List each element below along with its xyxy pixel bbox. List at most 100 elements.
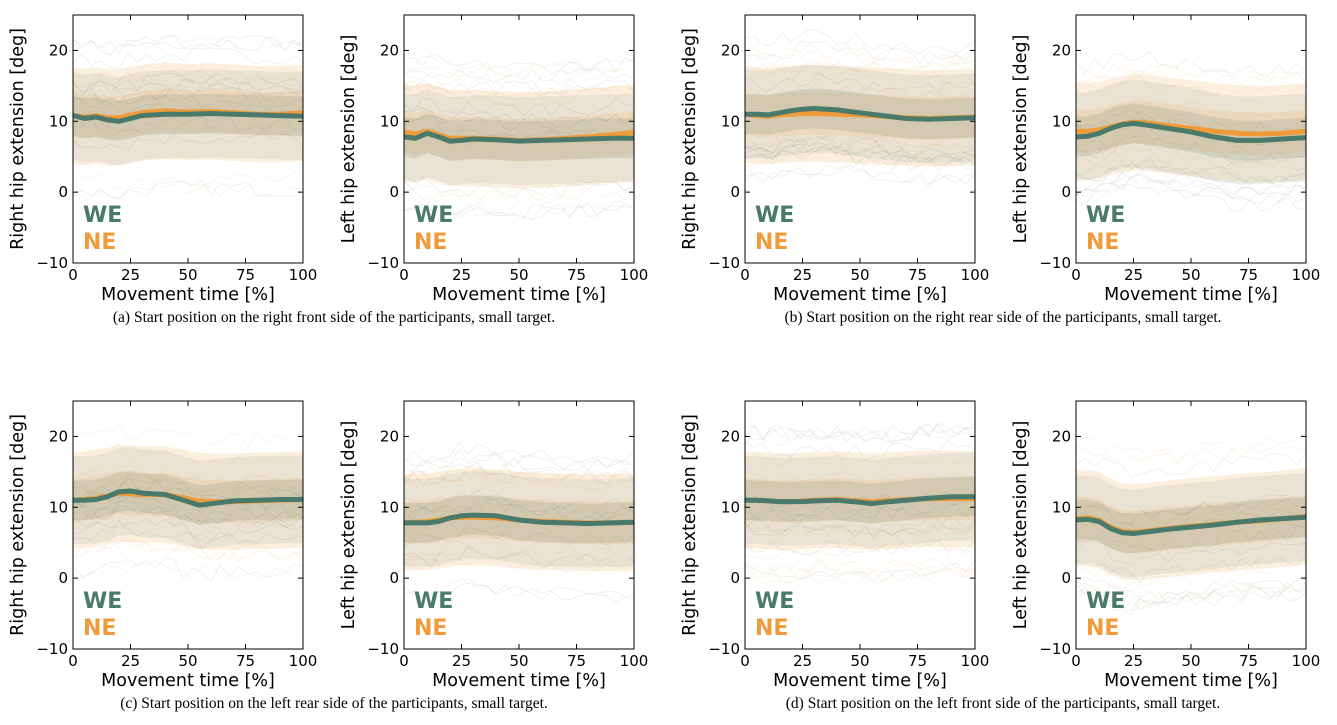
y-tick-label: 10 (380, 498, 399, 516)
trial-trace (404, 82, 634, 102)
legend-we: WE (414, 203, 453, 228)
x-tick-label: 75 (567, 266, 586, 284)
trial-trace (745, 147, 975, 171)
trial-trace (73, 557, 303, 582)
trial-trace (1076, 74, 1306, 99)
trial-trace (1076, 498, 1306, 525)
trial-trace (745, 453, 975, 472)
x-tick-label: 100 (1292, 266, 1321, 284)
trial-trace (745, 519, 975, 536)
trial-trace (745, 137, 975, 157)
y-tick-label: 20 (721, 41, 740, 59)
y-tick-label: 10 (49, 112, 68, 130)
y-axis-label: Right hip extension [deg] (680, 414, 700, 636)
y-tick-label: 20 (380, 41, 399, 59)
trial-trace (404, 53, 634, 75)
x-tick-label: 25 (1124, 652, 1143, 670)
x-tick-label: 50 (178, 266, 197, 284)
trial-trace (73, 442, 303, 467)
trial-trace (73, 540, 303, 563)
x-axis-label: Movement time [%] (773, 671, 947, 691)
plot-area (73, 33, 303, 200)
legend-ne: NE (414, 616, 447, 641)
trial-trace (73, 75, 303, 96)
y-axis-label: Left hip extension [deg] (339, 35, 359, 244)
trial-trace (73, 506, 303, 525)
trial-trace (1076, 62, 1306, 86)
trial-trace (404, 448, 634, 472)
we-outer-band (73, 69, 303, 166)
x-axis-label: Movement time [%] (432, 671, 606, 691)
y-tick-label: 20 (1052, 427, 1071, 445)
trial-trace (404, 197, 634, 220)
trial-trace (73, 84, 303, 104)
trial-trace (404, 68, 634, 91)
legend-we: WE (1086, 203, 1125, 228)
trial-trace (1076, 184, 1306, 212)
we-outer-band (404, 89, 634, 186)
we-mean-line (73, 488, 303, 508)
trial-trace (745, 472, 975, 487)
trial-trace (73, 506, 303, 534)
trial-trace (404, 577, 634, 598)
plot-area (745, 422, 975, 585)
x-tick-label: 100 (961, 266, 990, 284)
y-tick-label: 0 (1061, 569, 1071, 587)
trial-trace (1076, 517, 1306, 544)
trial-trace (404, 97, 634, 117)
we-mean-line (73, 111, 303, 124)
trial-trace (1076, 166, 1306, 196)
y-axis-label: Right hip extension [deg] (8, 414, 28, 636)
trial-trace (1076, 539, 1306, 566)
trial-trace (1076, 156, 1306, 184)
trial-trace (1076, 501, 1306, 528)
trial-trace (73, 477, 303, 500)
y-tick-label: 20 (49, 427, 68, 445)
trial-trace (404, 467, 634, 487)
trial-trace (1076, 96, 1306, 122)
trial-trace (745, 423, 975, 444)
x-axis-label: Movement time [%] (1104, 285, 1278, 305)
trial-trace (745, 515, 975, 538)
trial-trace (1076, 140, 1306, 166)
x-tick-label: 100 (961, 652, 990, 670)
legend-we: WE (83, 203, 122, 228)
trial-trace (404, 469, 634, 491)
y-tick-label: 10 (49, 498, 68, 516)
trial-trace (73, 183, 303, 200)
legend-ne: NE (755, 230, 788, 255)
y-tick-label: −10 (708, 640, 740, 658)
trial-trace (73, 171, 303, 190)
x-tick-label: 75 (908, 266, 927, 284)
y-tick-label: 20 (1052, 41, 1071, 59)
trial-trace (1076, 525, 1306, 554)
trial-trace (404, 489, 634, 513)
x-tick-label: 50 (1181, 652, 1200, 670)
trial-trace (1076, 171, 1306, 200)
trial-trace (404, 582, 634, 604)
x-tick-label: 100 (289, 266, 318, 284)
trial-trace (73, 72, 303, 94)
trial-trace (1076, 444, 1306, 464)
trial-trace (745, 50, 975, 69)
caption-c: (c) Start position on the left rear side… (120, 695, 548, 712)
trial-trace (1076, 175, 1306, 201)
y-tick-label: 10 (1052, 112, 1071, 130)
trial-trace (404, 465, 634, 484)
trial-trace (745, 557, 975, 574)
legend-ne: NE (1086, 230, 1119, 255)
trial-trace (745, 562, 975, 582)
x-tick-label: 100 (620, 652, 649, 670)
x-tick-label: 75 (236, 266, 255, 284)
plot-area (1076, 50, 1306, 212)
trial-trace (73, 48, 303, 70)
y-tick-label: 0 (389, 183, 399, 201)
trial-trace (745, 422, 975, 442)
x-tick-label: 75 (567, 652, 586, 670)
y-tick-label: −10 (708, 254, 740, 272)
trial-trace (73, 465, 303, 489)
